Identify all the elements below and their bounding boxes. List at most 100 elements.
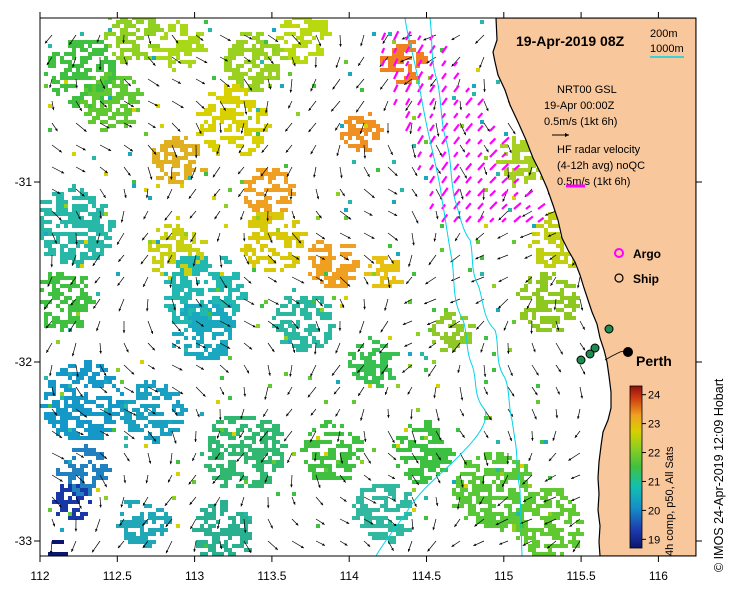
sst-pixel	[232, 520, 236, 524]
sst-pixel	[84, 452, 92, 456]
model-current-arrowhead	[313, 174, 316, 178]
sst-pixel	[120, 96, 124, 100]
sst-pixel	[228, 124, 232, 128]
sst-pixel	[536, 528, 540, 532]
model-current-arrowhead	[117, 545, 121, 549]
sst-pixel	[416, 468, 424, 472]
model-current-arrowhead	[433, 107, 436, 111]
model-current-arrowhead	[404, 301, 408, 304]
model-current-arrowhead	[142, 237, 145, 241]
sst-pixel	[392, 488, 396, 492]
sst-pixel	[312, 28, 320, 32]
sst-pixel	[84, 220, 92, 224]
sst-pixel	[344, 60, 348, 64]
sst-pixel	[388, 32, 392, 36]
sst-pixel	[236, 512, 244, 516]
sst-pixel	[168, 64, 172, 68]
sst-pixel	[308, 312, 312, 316]
model-current-arrowhead	[216, 151, 220, 155]
sst-pixel	[288, 20, 292, 24]
model-current-arrowhead	[428, 373, 431, 377]
sst-pixel	[60, 384, 68, 388]
sst-pixel	[272, 324, 276, 328]
sst-pixel	[236, 104, 240, 108]
sst-pixel	[560, 240, 564, 244]
sst-pixel	[216, 440, 220, 444]
model-current-arrowhead	[44, 40, 48, 44]
sst-pixel	[136, 8, 144, 12]
sst-pixel	[376, 536, 384, 540]
sst-pixel	[484, 520, 492, 524]
sst-pixel	[120, 416, 128, 420]
sst-pixel	[292, 328, 296, 332]
model-current-arrowhead	[167, 260, 170, 264]
sst-pixel	[400, 524, 404, 528]
model-current-arrowhead	[192, 263, 196, 267]
sst-pixel	[120, 380, 124, 384]
sst-pixel	[456, 484, 464, 488]
sst-pixel	[216, 456, 220, 460]
model-current-arrowhead	[243, 530, 247, 533]
sst-pixel	[532, 540, 540, 544]
sst-pixel	[228, 300, 232, 304]
sst-pixel	[68, 248, 76, 252]
sst-pixel	[560, 280, 568, 284]
sst-pixel	[156, 28, 164, 32]
sst-pixel	[56, 292, 64, 296]
sst-pixel	[524, 528, 528, 532]
sst-pixel	[152, 148, 156, 152]
sst-pixel	[492, 472, 496, 476]
model-current-arrowhead	[553, 307, 557, 311]
sst-pixel	[404, 504, 412, 508]
sst-pixel	[300, 336, 308, 340]
sst-pixel	[180, 236, 184, 240]
sst-pixel	[304, 440, 308, 444]
sst-pixel	[104, 212, 108, 216]
sst-pixel	[312, 248, 316, 252]
sst-pixel	[424, 496, 428, 500]
sst-pixel	[96, 232, 100, 236]
sst-pixel	[216, 284, 220, 288]
sst-pixel	[96, 84, 104, 88]
sst-pixel	[516, 508, 520, 512]
sst-pixel	[484, 500, 492, 504]
sst-pixel	[156, 244, 164, 248]
sst-pixel	[180, 288, 184, 292]
sst-pixel	[220, 256, 228, 260]
sst-pixel	[428, 452, 436, 456]
sst-pixel	[552, 544, 556, 548]
sst-pixel	[88, 196, 96, 200]
model-current-arrowhead	[358, 393, 361, 397]
sst-pixel	[552, 300, 556, 304]
sst-pixel	[32, 236, 40, 240]
sst-pixel	[320, 52, 324, 56]
sst-pixel	[60, 244, 68, 248]
sst-pixel	[216, 288, 220, 292]
sst-pixel	[100, 384, 104, 388]
model-current-arrowhead	[252, 324, 256, 328]
sst-pixel	[124, 36, 128, 40]
sst-pixel	[272, 444, 276, 448]
sst-pixel	[256, 324, 260, 328]
model-current-arrowhead	[370, 521, 374, 525]
sst-pixel	[384, 264, 392, 268]
sst-pixel	[68, 188, 76, 192]
sst-pixel	[80, 516, 84, 520]
sst-pixel	[548, 212, 556, 216]
sst-pixel	[68, 240, 76, 244]
sst-pixel	[248, 76, 252, 80]
sst-pixel	[48, 272, 52, 276]
sst-pixel	[392, 160, 396, 164]
sst-pixel	[72, 432, 80, 436]
sst-pixel	[388, 336, 392, 340]
sst-pixel	[388, 64, 392, 68]
sst-pixel	[160, 256, 164, 260]
sst-pixel	[224, 88, 232, 92]
sst-pixel	[256, 64, 260, 68]
sst-pixel	[228, 284, 232, 288]
model-current-arrowhead	[45, 325, 49, 329]
sst-pixel	[176, 240, 184, 244]
sst-pixel	[208, 544, 216, 548]
sst-pixel	[356, 500, 364, 504]
model-current-arrowhead	[221, 391, 224, 395]
